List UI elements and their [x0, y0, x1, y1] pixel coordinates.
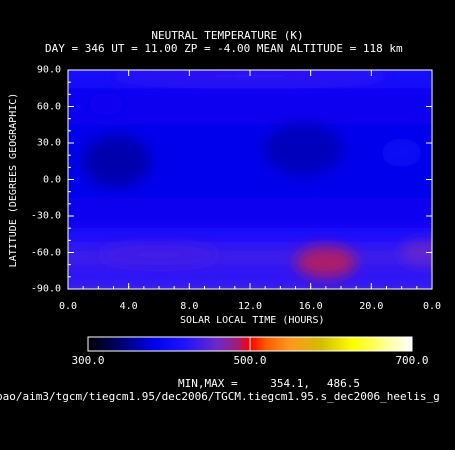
heatmap-feature [400, 240, 432, 265]
chart-title: NEUTRAL TEMPERATURE (K) [151, 29, 304, 42]
heatmap-feature [295, 246, 356, 279]
colorbar-label: 700.0 [395, 354, 429, 367]
x-tick-label: 0.0 [422, 301, 442, 312]
minmax-label: MIN,MAX = [178, 377, 238, 390]
x-tick-label: 20.0 [359, 301, 384, 312]
x-tick-label: 16.0 [298, 301, 323, 312]
heatmap-feature [82, 135, 151, 188]
y-tick-label: -30.0 [30, 210, 61, 222]
x-tick-label: 12.0 [237, 301, 263, 312]
y-tick-label: -60.0 [30, 247, 61, 258]
colorbar-label: 500.0 [233, 354, 267, 367]
heatmap-feature [110, 70, 390, 85]
y-tick-label: 60.0 [36, 101, 61, 112]
y-tick-label: 90.0 [36, 64, 61, 76]
y-axis-label: LATITUDE (DEGREES GEOGRAPHIC) [8, 92, 19, 268]
x-ticks [67, 70, 433, 289]
heatmap-feature [381, 138, 422, 167]
heatmap-feature [263, 123, 344, 176]
colorbar-label: 300.0 [71, 354, 105, 367]
heatmap-feature [87, 93, 124, 116]
x-axis-label: SOLAR LOCAL TIME (HOURS) [180, 315, 325, 326]
max-value: 486.5 [326, 377, 360, 390]
y-tick-label: -90.0 [30, 283, 61, 295]
min-value: 354.1, [270, 377, 310, 390]
y-tick-label: 0.0 [42, 174, 61, 185]
heatmap-area [68, 70, 432, 289]
x-tick-label: 4.0 [119, 301, 138, 312]
heatmap-feature [99, 244, 219, 265]
x-tick-label: 8.0 [180, 301, 199, 312]
x-tick-label: 0.0 [58, 301, 78, 312]
y-tick-label: 30.0 [36, 137, 61, 149]
y-ticks [68, 69, 432, 290]
chart-subtitle: DAY = 346 UT = 11.00 ZP = -4.00 MEAN ALT… [45, 42, 403, 55]
file-path: pao/aim3/tgcm/tiegcm1.95/dec2006/TGCM.ti… [0, 390, 440, 403]
